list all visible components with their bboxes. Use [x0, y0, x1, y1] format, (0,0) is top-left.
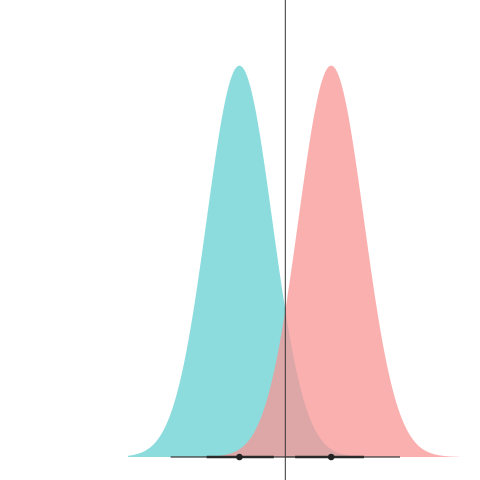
point-estimate-series-2: [327, 453, 335, 461]
point-estimate-series-1: [236, 453, 243, 461]
density-areas: [128, 65, 459, 457]
density-area-series-2: [128, 65, 459, 457]
density-area-series-1: [128, 65, 459, 457]
